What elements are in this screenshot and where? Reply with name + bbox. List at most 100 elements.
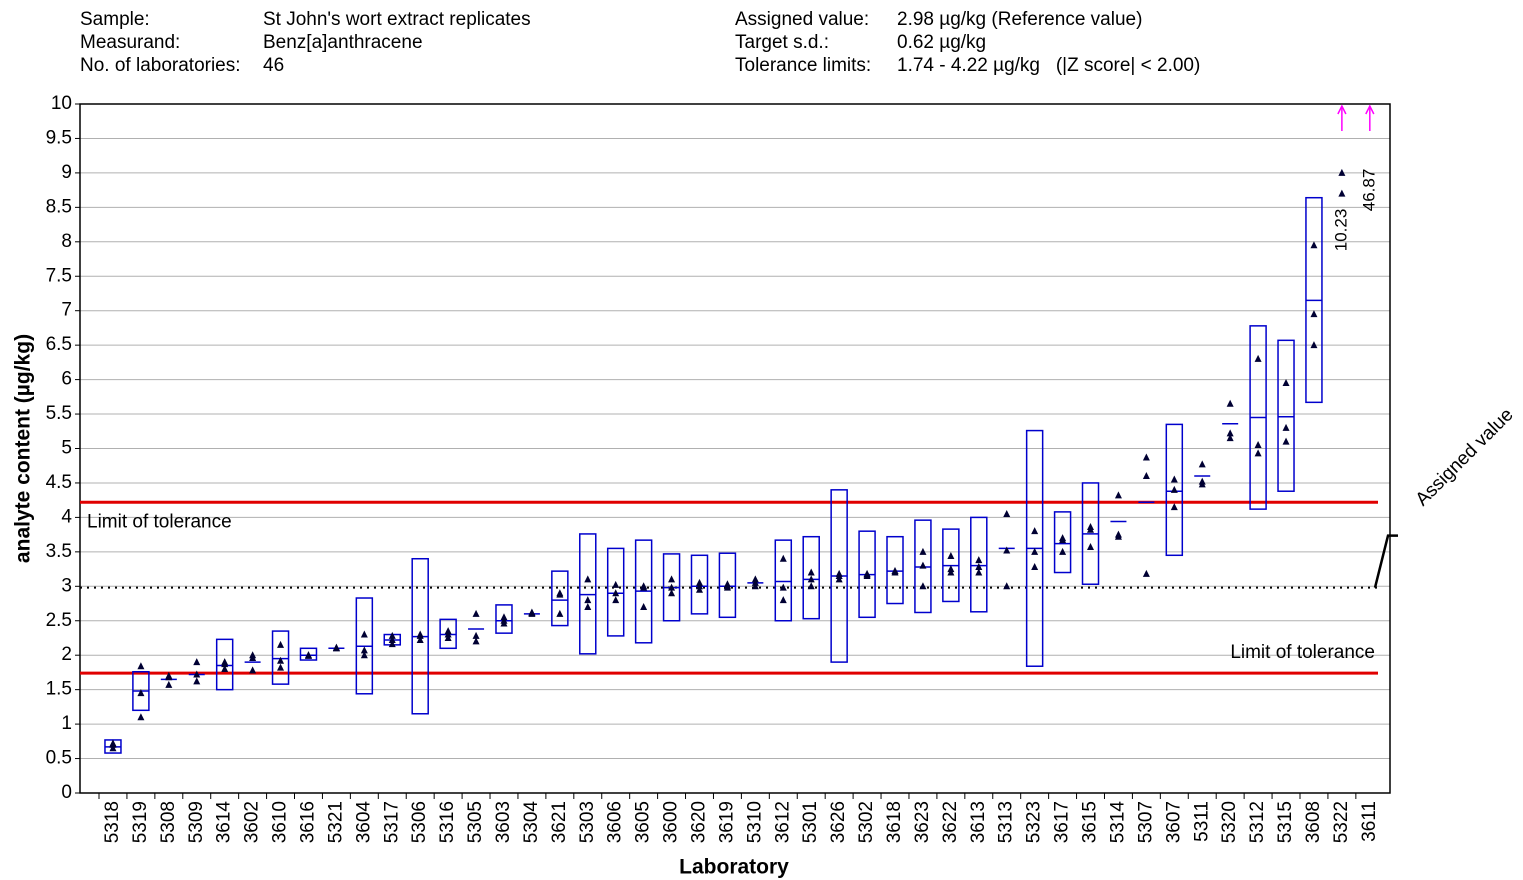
y-tick-label: 9.5 xyxy=(46,127,72,148)
range-box xyxy=(718,552,737,619)
range-box xyxy=(886,535,904,605)
y-tick-label: 8.5 xyxy=(46,196,72,217)
info-value: Benz[a]anthracene xyxy=(263,32,423,53)
x-tick-label: 5310 xyxy=(744,801,765,843)
range-box xyxy=(1277,339,1295,492)
range-box xyxy=(271,630,290,685)
range-box xyxy=(1165,423,1184,557)
x-tick-label: 3608 xyxy=(1303,801,1324,843)
replicate-point xyxy=(109,739,117,747)
replicate-point xyxy=(137,662,145,670)
replicate-point xyxy=(751,575,759,583)
range-box xyxy=(690,554,709,615)
x-tick-label: 3602 xyxy=(242,801,263,843)
y-tick-label: 4.5 xyxy=(46,472,72,493)
x-axis-label: Laboratory xyxy=(679,856,789,879)
replicate-point xyxy=(584,596,592,604)
x-tick-label: 5304 xyxy=(521,801,542,844)
x-tick-label: 5305 xyxy=(465,801,486,843)
x-tick-label: 3626 xyxy=(828,801,849,843)
x-tick-label: 3610 xyxy=(270,801,291,843)
range-box xyxy=(495,604,513,634)
x-tick-label: 3621 xyxy=(549,801,570,843)
x-tick-label: 3605 xyxy=(633,801,654,843)
leader-line xyxy=(1373,534,1398,588)
x-tick-label: 5309 xyxy=(186,801,207,843)
y-tick-label: 1.5 xyxy=(46,679,72,700)
replicate-point xyxy=(1254,354,1262,362)
x-tick-label: 3607 xyxy=(1163,801,1184,843)
replicate-point xyxy=(1282,437,1290,445)
x-tick-label: 3619 xyxy=(716,801,737,843)
replicate-point xyxy=(388,640,396,648)
info-value: 0.62 µg/kg xyxy=(897,32,986,53)
x-tick-label: 5320 xyxy=(1219,801,1240,843)
x-tick-label: 5321 xyxy=(325,801,346,843)
replicate-point xyxy=(1142,472,1150,480)
replicate-point xyxy=(1254,449,1262,457)
x-tick-label: 5318 xyxy=(102,801,123,843)
replicate-point xyxy=(1114,530,1122,538)
y-tick-label: 7.5 xyxy=(46,265,72,286)
replicate-point xyxy=(1031,547,1039,555)
replicate-point xyxy=(249,651,257,659)
replicate-point xyxy=(360,651,368,659)
x-tick-label: 3603 xyxy=(493,801,514,843)
info-value: 2.98 µg/kg (Reference value) xyxy=(897,9,1142,30)
replicate-point xyxy=(1310,310,1318,318)
replicate-point xyxy=(277,640,285,648)
replicate-point xyxy=(360,630,368,638)
replicate-point xyxy=(612,596,620,604)
replicate-point xyxy=(1254,441,1262,449)
replicate-point xyxy=(695,578,703,586)
replicate-point xyxy=(807,568,815,576)
info-label: No. of laboratories: xyxy=(80,55,241,76)
x-tick-label: 5317 xyxy=(381,801,402,843)
y-tick-label: 3 xyxy=(61,575,72,596)
reference-label: Assigned value xyxy=(1412,404,1518,510)
replicate-point xyxy=(1003,546,1011,554)
replicate-point xyxy=(221,658,229,666)
x-tick-label: 3613 xyxy=(968,801,989,843)
replicate-point xyxy=(779,554,787,562)
replicate-point xyxy=(277,663,285,671)
replicate-point xyxy=(975,568,983,576)
x-tick-label: 5301 xyxy=(800,801,821,843)
x-tick-label: 5323 xyxy=(1024,801,1045,843)
x-tick-label: 5307 xyxy=(1135,801,1156,843)
x-tick-label: 5319 xyxy=(130,801,151,843)
replicate-point xyxy=(472,637,480,645)
replicate-point xyxy=(807,582,815,590)
replicate-point xyxy=(1059,547,1067,555)
y-tick-label: 8 xyxy=(61,231,72,252)
replicate-point xyxy=(891,567,899,575)
replicate-point xyxy=(584,575,592,583)
replicate-point xyxy=(249,666,257,674)
replicate-point xyxy=(975,556,983,564)
replicate-point xyxy=(221,664,229,672)
y-tick-label: 9 xyxy=(61,162,72,183)
replicate-point xyxy=(1087,523,1095,531)
x-tick-label: 3618 xyxy=(884,801,905,843)
x-tick-label: 3623 xyxy=(912,801,933,843)
y-tick-label: 10 xyxy=(51,93,72,114)
y-tick-label: 3.5 xyxy=(46,541,72,562)
replicate-point xyxy=(835,569,843,577)
replicate-point xyxy=(193,658,201,666)
replicate-point xyxy=(919,547,927,555)
x-tick-label: 5314 xyxy=(1107,801,1128,844)
replicate-point xyxy=(1142,453,1150,461)
replicate-point xyxy=(1198,477,1206,485)
y-tick-label: 7 xyxy=(61,300,72,321)
replicate-point xyxy=(668,589,676,597)
replicate-point xyxy=(277,656,285,664)
replicate-point xyxy=(1170,503,1178,511)
x-tick-label: 3622 xyxy=(940,801,961,843)
replicate-point xyxy=(1226,399,1234,407)
replicate-point xyxy=(1142,569,1150,577)
replicate-point xyxy=(975,563,983,571)
replicate-point xyxy=(500,613,508,621)
replicate-point xyxy=(1310,241,1318,249)
x-tick-label: 5308 xyxy=(158,801,179,843)
